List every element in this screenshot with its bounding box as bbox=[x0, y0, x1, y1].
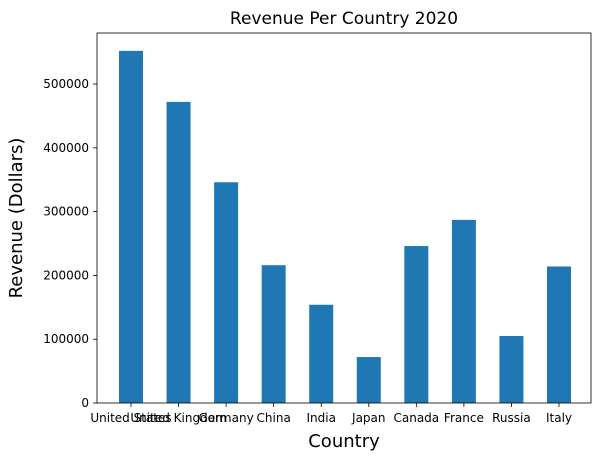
y-tick-label: 100000 bbox=[43, 332, 89, 346]
y-axis: 0 100000 200000 300000 400000 500000 bbox=[43, 77, 97, 410]
bar-china bbox=[261, 265, 286, 403]
y-tick-label: 400000 bbox=[43, 141, 89, 155]
y-tick-label: 300000 bbox=[43, 205, 89, 219]
bar-italy bbox=[547, 266, 571, 403]
bar-germany bbox=[214, 182, 239, 403]
x-tick-label: India bbox=[306, 411, 335, 425]
x-tick-label: Japan bbox=[351, 411, 385, 425]
bar-japan bbox=[356, 357, 381, 403]
y-tick-label: 200000 bbox=[43, 268, 89, 282]
y-tick-label: 0 bbox=[81, 396, 89, 410]
x-tick-label: United States bbox=[90, 411, 171, 425]
bar-united-kingdom bbox=[166, 101, 191, 404]
plot-frame bbox=[96, 32, 592, 404]
y-axis-label: Revenue (Dollars) bbox=[6, 138, 27, 299]
bar-france bbox=[451, 219, 476, 403]
y-tick-label: 500000 bbox=[43, 77, 89, 91]
bar-canada bbox=[404, 246, 429, 403]
x-tick-label: Germany bbox=[199, 411, 254, 425]
x-tick-label: China bbox=[257, 411, 291, 425]
x-tick-label: Italy bbox=[546, 411, 572, 425]
x-tick-label: United Kingdom bbox=[130, 411, 226, 425]
x-tick-label: Russia bbox=[492, 411, 531, 425]
x-tick-label: Canada bbox=[393, 411, 439, 425]
bar-russia bbox=[499, 336, 524, 403]
bar-india bbox=[309, 304, 334, 403]
x-tick-label: France bbox=[444, 411, 484, 425]
bars-group bbox=[119, 50, 571, 404]
chart-title: Revenue Per Country 2020 bbox=[230, 9, 458, 29]
x-axis-label: Country bbox=[308, 431, 380, 452]
bar-united-states bbox=[119, 50, 143, 404]
